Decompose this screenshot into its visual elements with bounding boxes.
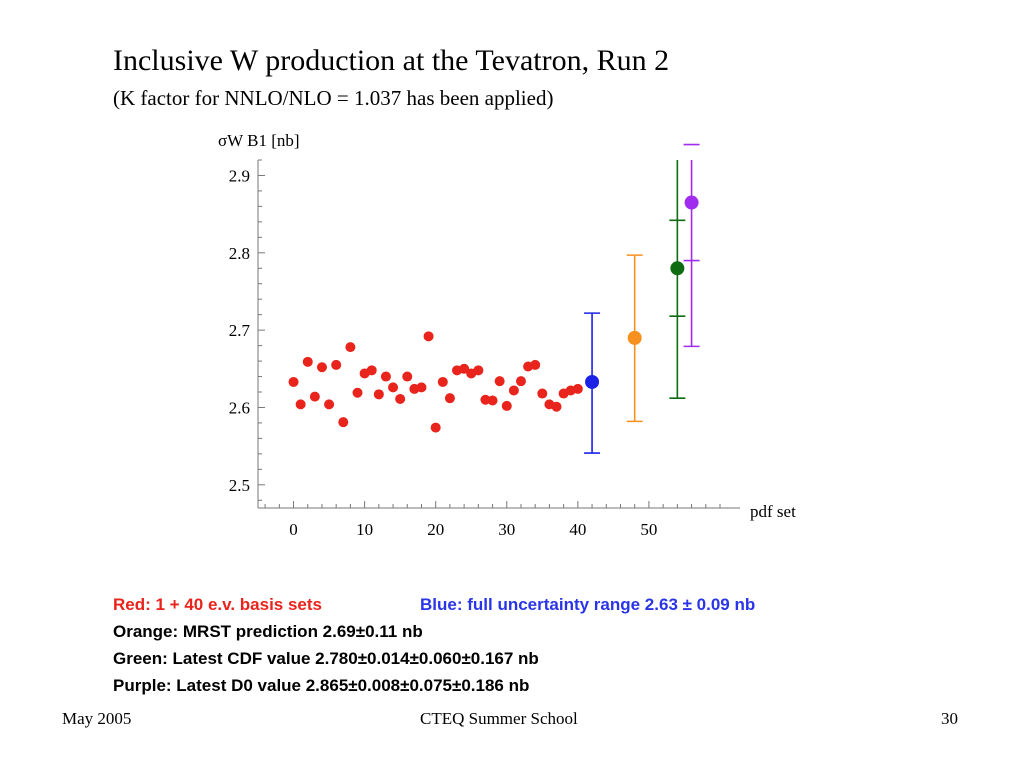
- orange-data-point: [627, 330, 642, 345]
- red-data-point: [508, 385, 519, 396]
- x-tick-label: 10: [356, 520, 373, 539]
- footer-date: May 2005: [62, 709, 132, 728]
- red-data-point: [380, 371, 391, 382]
- x-tick-label: 20: [427, 520, 444, 539]
- caption-orange-series: Orange: MRST prediction 2.69±0.11 nb: [113, 622, 423, 641]
- x-tick-label: 40: [569, 520, 586, 539]
- red-data-point: [402, 371, 413, 382]
- red-data-point: [324, 399, 335, 410]
- red-data-point: [459, 363, 470, 374]
- red-data-point: [473, 365, 484, 376]
- red-data-point: [430, 422, 441, 433]
- red-data-point: [537, 388, 548, 399]
- red-data-point: [388, 382, 399, 393]
- red-data-point: [288, 376, 299, 387]
- x-tick-label: 50: [640, 520, 657, 539]
- slide-subtitle: (K factor for NNLO/NLO = 1.037 has been …: [113, 86, 554, 110]
- caption-blue-series: Blue: full uncertainty range 2.63 ± 0.09…: [420, 595, 756, 614]
- red-data-point: [416, 382, 427, 393]
- y-tick-label: 2.8: [229, 244, 250, 263]
- blue-data-point: [585, 374, 600, 389]
- y-tick-label: 2.7: [229, 321, 251, 340]
- red-data-point: [501, 400, 512, 411]
- red-data-point: [309, 391, 320, 402]
- red-data-point: [345, 342, 356, 353]
- red-data-point: [366, 365, 377, 376]
- y-tick-label: 2.9: [229, 166, 250, 185]
- slide-title: Inclusive W production at the Tevatron, …: [113, 44, 670, 77]
- footer-event: CTEQ Summer School: [420, 709, 578, 728]
- cross-section-chart: 2.5 2.6 2.7 2.8 2.9 0 10 20 30 40 50 σW B1 [nb] pd…: [218, 131, 796, 539]
- caption-green-series: Green: Latest CDF value 2.780±0.014±0.06…: [113, 649, 539, 668]
- y-tick-label: 2.5: [229, 476, 250, 495]
- red-data-point: [316, 362, 327, 373]
- red-data-point: [444, 393, 455, 404]
- red-data-point: [302, 356, 313, 367]
- red-data-point: [423, 331, 434, 342]
- red-data-point: [437, 376, 448, 387]
- red-data-point: [338, 417, 349, 428]
- red-data-point: [295, 399, 306, 410]
- x-tick-label: 0: [289, 520, 298, 539]
- chart-marks: [288, 143, 700, 454]
- y-tick-label: 2.6: [229, 398, 250, 417]
- red-data-point: [530, 359, 541, 370]
- red-data-point: [487, 395, 498, 406]
- caption-red-series: Red: 1 + 40 e.v. basis sets: [113, 595, 322, 614]
- red-data-point: [352, 387, 363, 398]
- x-axis-label: pdf set: [750, 502, 796, 521]
- red-data-point: [331, 359, 342, 370]
- caption-purple-series: Purple: Latest D0 value 2.865±0.008±0.07…: [113, 676, 530, 695]
- red-data-point: [551, 401, 562, 412]
- x-tick-label: 30: [498, 520, 515, 539]
- red-data-point: [395, 393, 406, 404]
- red-data-point: [373, 389, 384, 400]
- chart-axes: 2.5 2.6 2.7 2.8 2.9 0 10 20 30 40 50: [229, 159, 740, 539]
- y-axis-label: σW B1 [nb]: [218, 131, 300, 150]
- purple-data-point: [684, 195, 699, 210]
- footer-page-number: 30: [941, 709, 958, 728]
- red-data-point: [515, 376, 526, 387]
- red-data-point: [572, 383, 583, 394]
- green-data-point: [670, 261, 685, 276]
- red-data-point: [494, 376, 505, 387]
